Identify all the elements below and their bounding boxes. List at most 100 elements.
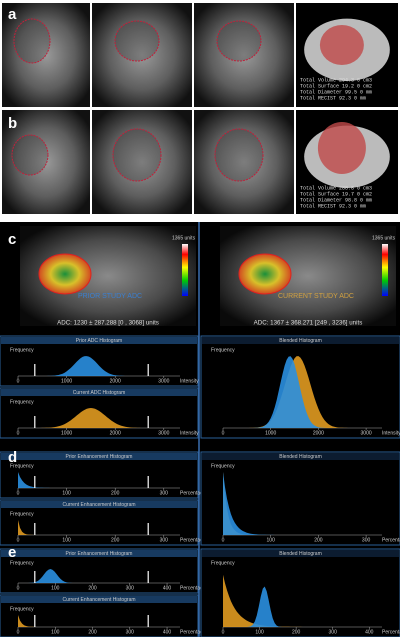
tumor-outline <box>214 128 264 182</box>
x-tick-label: 200 <box>88 585 97 591</box>
x-axis-label: Percentage <box>180 490 206 496</box>
panel-label: a <box>8 6 17 23</box>
color-bar-label: 1365 units <box>372 235 396 241</box>
x-tick-label: 2000 <box>110 378 121 384</box>
tumor-outline <box>11 134 49 176</box>
adc-stat: ADC: 1230 ± 287.288 [0 , 3068] units <box>57 320 159 327</box>
marker <box>34 364 36 376</box>
histogram-header <box>202 337 399 344</box>
adc-heatmap <box>38 253 92 295</box>
x-tick-label: 400 <box>163 629 172 635</box>
x-tick-label: 200 <box>292 629 301 635</box>
x-tick-label: 0 <box>17 585 20 591</box>
color-bar <box>182 244 188 296</box>
x-tick-label: 2000 <box>313 430 324 436</box>
x-tick-label: 0 <box>17 537 20 543</box>
x-tick-label: 100 <box>51 585 60 591</box>
x-tick-label: 400 <box>365 629 374 635</box>
marker <box>147 615 149 627</box>
tumor-outline <box>13 18 51 64</box>
x-tick-label: 100 <box>62 537 71 543</box>
x-tick-label: 3000 <box>158 430 169 436</box>
histogram-panel <box>0 335 199 387</box>
marker <box>34 615 36 627</box>
color-bar-label: 1365 units <box>172 235 196 241</box>
histogram-header <box>202 453 399 460</box>
study-tag: PRIOR STUDY ADC <box>78 293 142 300</box>
x-tick-label: 2000 <box>110 430 121 436</box>
x-tick-label: 200 <box>111 490 120 496</box>
x-tick-label: 0 <box>222 629 225 635</box>
x-tick-label: 1000 <box>61 378 72 384</box>
x-tick-label: 100 <box>62 490 71 496</box>
histogram-shape <box>18 408 180 428</box>
x-tick-label: 0 <box>17 378 20 384</box>
tumor-outline <box>114 20 160 62</box>
histogram-shape <box>223 356 382 428</box>
tumor-outline <box>216 20 262 62</box>
panel-label: c <box>8 231 16 248</box>
panel-label: d <box>8 449 17 466</box>
panel-label: b <box>8 115 17 132</box>
marker <box>147 364 149 376</box>
marker <box>147 571 149 583</box>
histogram-header <box>1 596 197 603</box>
mri-image <box>92 3 192 107</box>
x-axis-label: Percentage <box>180 629 206 635</box>
histogram-header <box>1 550 197 557</box>
histogram-shape <box>223 356 382 428</box>
mri-image <box>92 110 192 214</box>
measurement: Total RECIST 92.3 0 mm <box>300 203 366 209</box>
x-tick-label: 300 <box>362 537 371 543</box>
measurement: Total Volume 294.3 0 cm3 <box>300 77 372 83</box>
x-tick-label: 300 <box>160 490 169 496</box>
x-axis-label: Percentage <box>382 629 400 635</box>
x-axis-label: Percentage <box>180 585 206 591</box>
measurement: Total Surface 19.2 0 cm2 <box>300 83 372 89</box>
tumor-outline <box>112 128 162 182</box>
x-tick-label: 0 <box>222 430 225 436</box>
x-axis-label: Intensity <box>180 378 199 384</box>
study-tag: CURRENT STUDY ADC <box>278 293 354 300</box>
y-axis-label: Frequency <box>211 560 235 566</box>
panel-label: e <box>8 544 16 561</box>
histogram-header <box>1 453 197 460</box>
x-tick-label: 0 <box>17 490 20 496</box>
histogram-header <box>1 501 197 508</box>
y-axis-label: Frequency <box>10 560 34 566</box>
x-tick-label: 300 <box>329 629 338 635</box>
x-tick-label: 400 <box>163 585 172 591</box>
histogram-title: Blended Histogram <box>279 338 322 344</box>
histogram-title: Prior Enhancement Histogram <box>66 454 133 460</box>
adc-stat: ADC: 1367 ± 368.271 [249 , 3236] units <box>254 320 363 327</box>
histogram-header <box>1 337 197 344</box>
color-bar <box>382 244 388 296</box>
histogram-title: Current Enhancement Histogram <box>62 597 135 603</box>
histogram-shape <box>223 472 382 535</box>
x-tick-label: 300 <box>126 629 135 635</box>
mri-image <box>2 3 90 107</box>
tumor-mask <box>319 25 364 65</box>
measurement: Total RECIST 92.3 0 mm <box>300 95 366 101</box>
histogram-shape <box>223 574 382 627</box>
marker <box>147 476 149 488</box>
marker <box>34 476 36 488</box>
x-tick-label: 100 <box>267 537 276 543</box>
marker <box>34 416 36 428</box>
y-axis-label: Frequency <box>10 347 34 353</box>
histogram-header <box>1 389 197 396</box>
histogram-title: Blended Histogram <box>279 551 322 557</box>
measurement: Total Diameter 98.8 0 mm <box>300 197 372 203</box>
histogram-title: Prior Enhancement Histogram <box>66 551 133 557</box>
x-tick-label: 1000 <box>265 430 276 436</box>
adc-heatmap <box>238 253 292 295</box>
x-tick-label: 200 <box>88 629 97 635</box>
x-tick-label: 0 <box>222 537 225 543</box>
marker <box>147 523 149 535</box>
histogram-header <box>202 550 399 557</box>
marker <box>34 571 36 583</box>
histogram-shape <box>18 569 180 583</box>
histogram-title: Blended Histogram <box>279 454 322 460</box>
measurement: Total Surface 19.7 0 cm2 <box>300 191 372 197</box>
